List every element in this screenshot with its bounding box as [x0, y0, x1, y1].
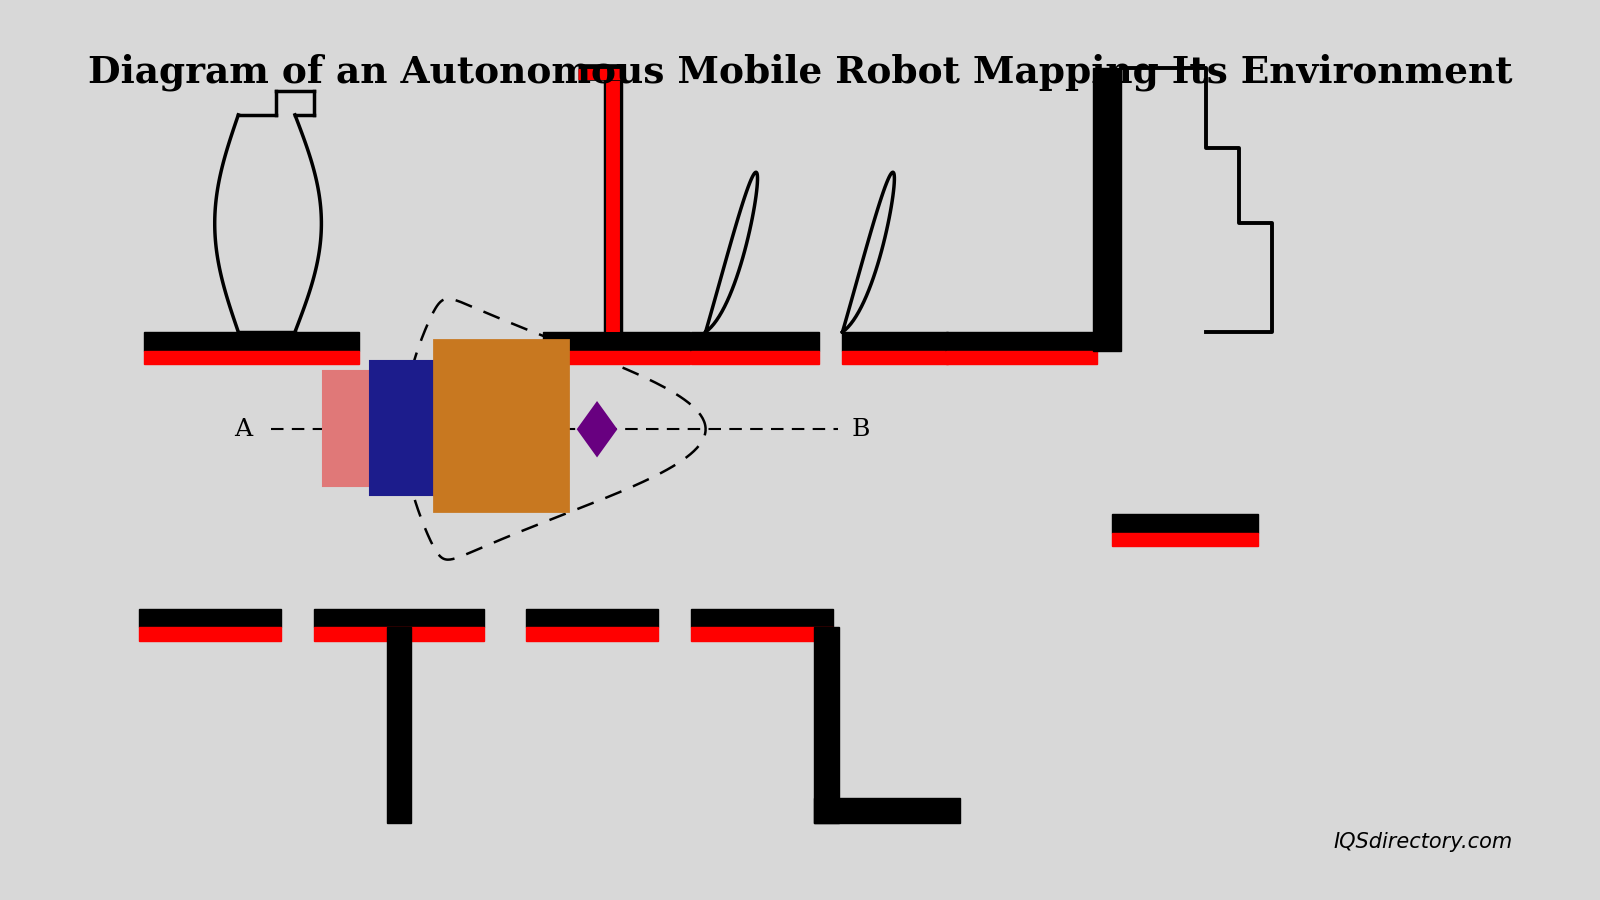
- Bar: [526, 608, 659, 627]
- Text: IQSdirectory.com: IQSdirectory.com: [1333, 832, 1512, 851]
- Bar: [314, 627, 483, 641]
- Text: A: A: [234, 418, 253, 441]
- Bar: [814, 798, 960, 823]
- Bar: [1112, 533, 1258, 546]
- Bar: [434, 339, 568, 511]
- Bar: [314, 608, 483, 627]
- Bar: [814, 627, 838, 823]
- Text: B: B: [851, 418, 870, 441]
- Bar: [139, 608, 282, 627]
- Bar: [946, 332, 1098, 351]
- Bar: [323, 371, 371, 486]
- Bar: [691, 608, 834, 627]
- Bar: [144, 332, 358, 351]
- Bar: [843, 332, 949, 351]
- Bar: [144, 351, 358, 364]
- Polygon shape: [578, 403, 616, 455]
- Bar: [691, 351, 819, 364]
- Bar: [526, 627, 659, 641]
- Bar: [544, 351, 690, 364]
- Bar: [691, 627, 834, 641]
- Bar: [387, 627, 411, 823]
- Bar: [371, 361, 435, 495]
- Bar: [946, 351, 1098, 364]
- Bar: [1093, 68, 1122, 351]
- Bar: [843, 351, 949, 364]
- Bar: [544, 332, 690, 351]
- Text: Diagram of an Autonomous Mobile Robot Mapping Its Environment: Diagram of an Autonomous Mobile Robot Ma…: [88, 54, 1512, 91]
- Bar: [691, 332, 819, 351]
- Bar: [1112, 514, 1258, 533]
- Bar: [139, 627, 282, 641]
